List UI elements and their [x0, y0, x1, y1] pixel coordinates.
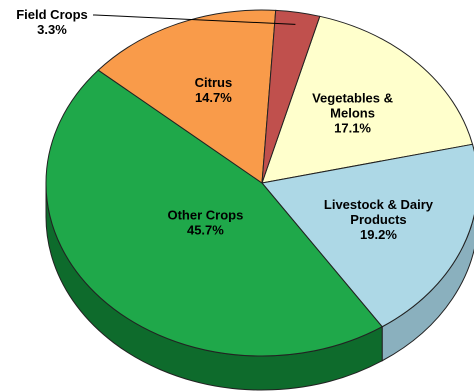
pie-slice-citrus	[97, 9, 277, 184]
slice-label-citrus: Citrus 14.7%	[195, 75, 233, 105]
pie-slice-livestock-dairy-products	[261, 143, 474, 328]
leader-line-field-crops	[93, 14, 296, 25]
pie-labels: Vegetables & Melons 17.1% Livestock & Dairy…	[16, 7, 434, 242]
slice-label-field-crops: Field Crops 3.3%	[16, 7, 88, 37]
slice-label-livestock-dairy-products: Livestock & Dairy Products 19.2%	[324, 197, 434, 242]
pie-slice-other-crops	[45, 69, 383, 357]
slice-label-other-crops: Other Crops 45.7%	[167, 208, 243, 238]
pie-slices	[45, 9, 474, 357]
slice-label-vegetables-melons: Vegetables & Melons 17.1%	[312, 91, 393, 136]
pie-slice-field-crops	[261, 9, 321, 184]
pie-slice-vegetables-melons	[261, 15, 474, 184]
